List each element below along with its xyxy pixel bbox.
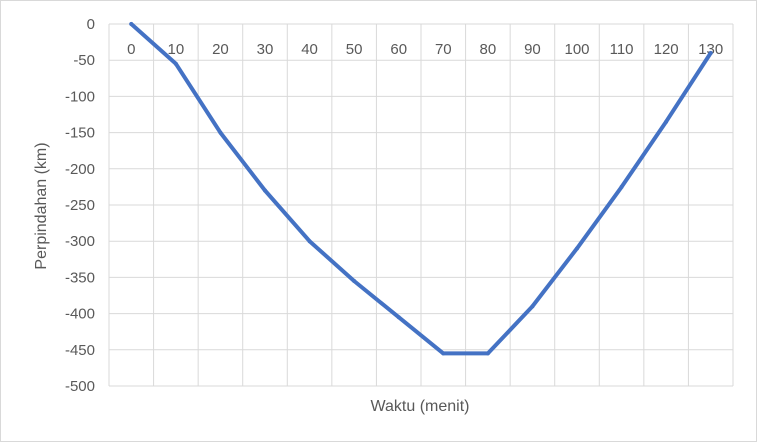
- x-tick-label: 90: [524, 41, 541, 58]
- x-tick-label: 50: [346, 41, 363, 58]
- y-tick-label: -100: [65, 88, 95, 105]
- y-tick-label: 0: [87, 16, 95, 33]
- x-tick-label: 120: [654, 41, 679, 58]
- x-tick-label: 130: [698, 41, 723, 58]
- x-tick-label: 110: [610, 41, 634, 58]
- data-point: [352, 279, 357, 284]
- y-axis-title: Perpindahan (km): [33, 142, 50, 269]
- x-axis-title: Waktu (menit): [371, 398, 470, 415]
- series-line: [129, 22, 713, 356]
- y-tick-label: -400: [65, 306, 95, 323]
- data-point: [530, 304, 535, 309]
- y-tick-label: -450: [65, 342, 95, 359]
- data-point: [396, 315, 401, 320]
- y-axis-tick-labels: 0 -50 -100 -150 -200 -250 -300 -350 -400 -450 -500: [65, 16, 95, 395]
- x-tick-label: 60: [390, 41, 407, 58]
- x-tick-label: 100: [564, 41, 589, 58]
- x-axis-tick-labels: 0 10 20 30 40 50 60 70 80 90 100 110 120 130: [127, 41, 723, 58]
- y-tick-label: -500: [65, 378, 95, 395]
- y-tick-label: -150: [65, 125, 95, 142]
- y-tick-label: -200: [65, 161, 95, 178]
- x-tick-label: 40: [301, 41, 318, 58]
- x-tick-label: 70: [435, 41, 452, 58]
- data-point: [129, 22, 134, 26]
- data-point: [173, 61, 178, 66]
- data-point: [218, 130, 223, 135]
- data-point: [307, 239, 312, 244]
- x-tick-label: 0: [127, 41, 135, 58]
- y-tick-label: -250: [65, 197, 95, 214]
- x-tick-label: 20: [212, 41, 229, 58]
- series-layer: [129, 22, 713, 356]
- x-tick-label: 80: [480, 41, 497, 58]
- data-point: [708, 50, 713, 55]
- y-tick-label: -350: [65, 269, 95, 286]
- data-point: [263, 188, 267, 193]
- y-tick-label: -300: [65, 233, 95, 250]
- data-point: [485, 351, 490, 356]
- data-point: [575, 246, 579, 251]
- gridlines: [108, 23, 734, 387]
- data-point: [619, 184, 624, 189]
- data-point: [441, 351, 446, 356]
- data-point: [664, 119, 669, 124]
- x-tick-label: 30: [257, 41, 274, 58]
- x-tick-label: 10: [168, 41, 185, 58]
- y-tick-label: -50: [73, 52, 95, 69]
